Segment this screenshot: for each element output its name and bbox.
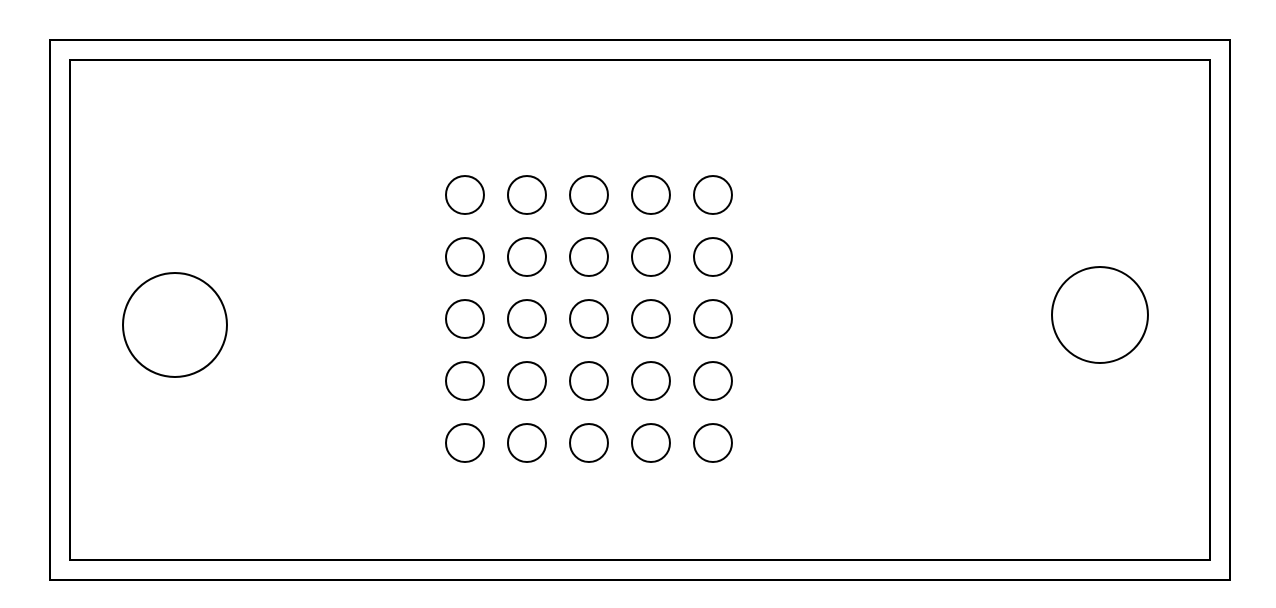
grid-hole xyxy=(694,176,732,214)
grid-hole xyxy=(694,238,732,276)
grid-hole xyxy=(446,424,484,462)
grid-hole xyxy=(446,362,484,400)
grid-hole xyxy=(632,176,670,214)
grid-hole xyxy=(570,238,608,276)
grid-hole xyxy=(694,424,732,462)
grid-hole xyxy=(508,362,546,400)
grid-hole xyxy=(694,300,732,338)
grid-hole xyxy=(446,176,484,214)
grid-hole xyxy=(632,238,670,276)
grid-hole xyxy=(508,424,546,462)
grid-hole xyxy=(508,176,546,214)
grid-hole xyxy=(570,300,608,338)
inner-frame xyxy=(70,60,1210,560)
grid-hole xyxy=(694,362,732,400)
grid-hole xyxy=(508,238,546,276)
grid-hole xyxy=(570,424,608,462)
grid-hole xyxy=(632,300,670,338)
grid-hole xyxy=(632,424,670,462)
grid-hole xyxy=(570,362,608,400)
panel-diagram xyxy=(0,0,1276,608)
grid-hole xyxy=(570,176,608,214)
grid-hole xyxy=(446,300,484,338)
grid-hole xyxy=(632,362,670,400)
grid-hole xyxy=(508,300,546,338)
left-mounting-hole xyxy=(123,273,227,377)
right-mounting-hole xyxy=(1052,267,1148,363)
grid-hole xyxy=(446,238,484,276)
